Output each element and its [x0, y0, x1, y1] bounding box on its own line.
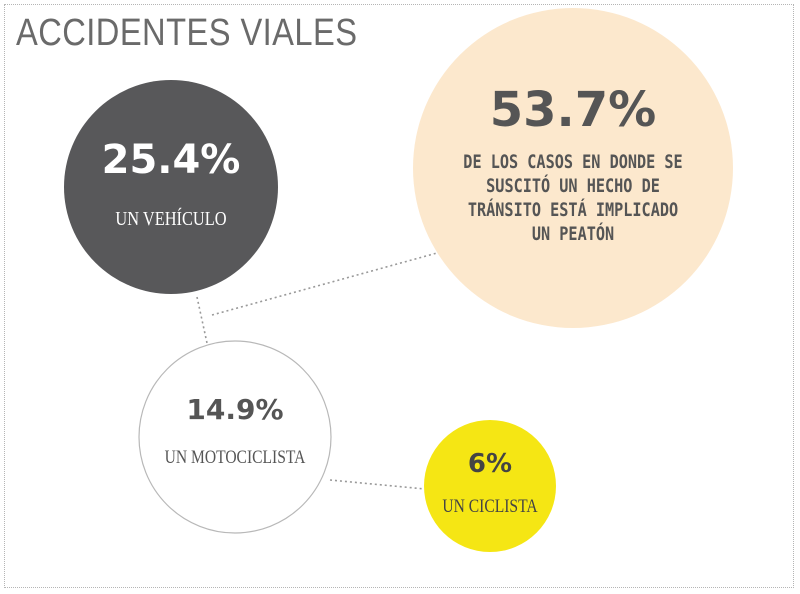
- bubble-ciclista: 6% UN CICLISTA: [424, 420, 556, 552]
- bubble-circle-ciclista: [424, 420, 556, 552]
- connector-vehiculo-peaton: [211, 252, 438, 316]
- bubble-value-vehiculo: 25.4%: [102, 137, 241, 183]
- connector-vehiculo-motociclista: [196, 296, 208, 344]
- bubble-circle-peaton: [413, 8, 733, 328]
- chart-frame: [4, 4, 794, 588]
- bubble-motociclista: 14.9% UN MOTOCICLISTA: [138, 340, 332, 534]
- page-title: ACCIDENTES VIALES: [16, 12, 358, 54]
- bubble-circle-vehiculo: [64, 80, 278, 294]
- bubble-value-motociclista: 14.9%: [186, 393, 283, 426]
- connector-motociclista-ciclista: [329, 479, 426, 490]
- bubble-vehiculo: 25.4% UN VEHÍCULO: [64, 80, 278, 294]
- bubble-label-motociclista-line-1: UN MOTOCICLISTA: [165, 447, 306, 468]
- bubble-label-ciclista-line-1: UN CICLISTA: [442, 496, 538, 517]
- bubble-label-peaton-line-2: SUSCITÓ UN HECHO DE: [486, 173, 660, 197]
- bubble-label-peaton-line-3: TRÁNSITO ESTÁ IMPLICADO: [468, 197, 678, 221]
- bubble-circle-motociclista: [138, 340, 332, 534]
- bubble-label-peaton-line-1: DE LOS CASOS EN DONDE SE: [463, 151, 682, 173]
- bubble-value-ciclista: 6%: [468, 449, 512, 479]
- bubble-value-peaton: 53.7%: [490, 82, 657, 138]
- bubble-label-vehiculo-line-1: UN VEHÍCULO: [115, 206, 226, 229]
- bubble-label-peaton-line-4: UN PEATÓN: [532, 221, 614, 245]
